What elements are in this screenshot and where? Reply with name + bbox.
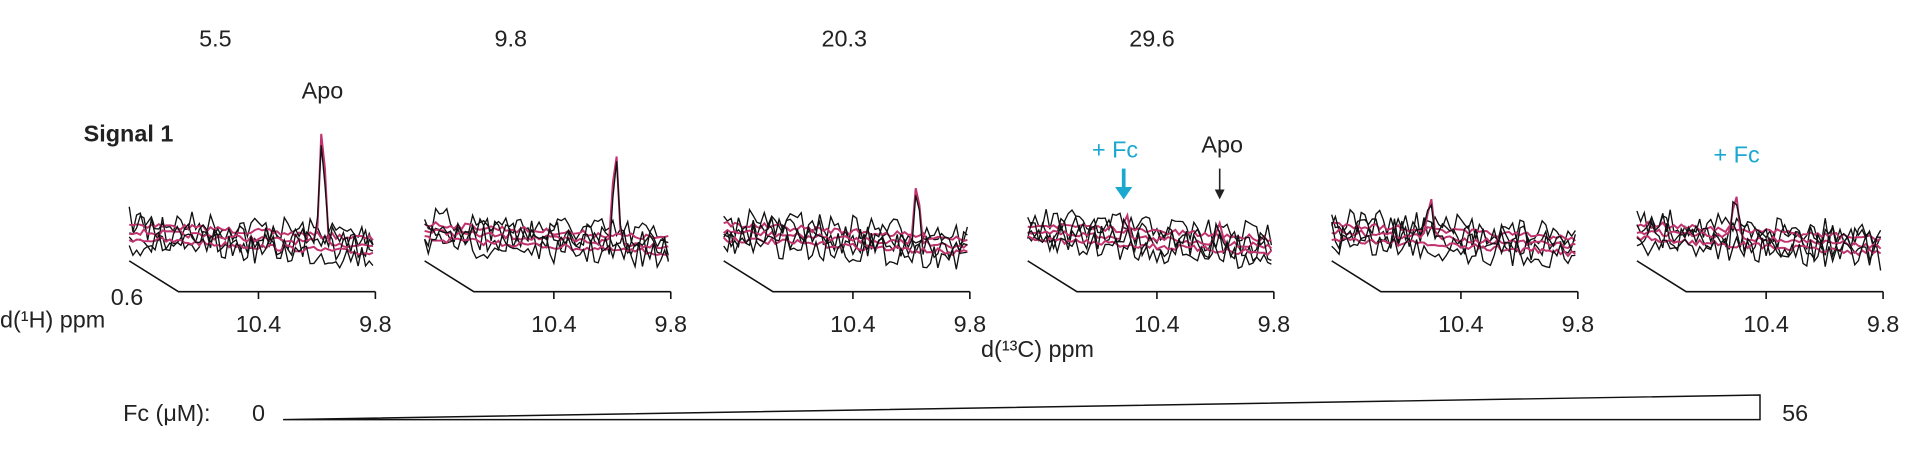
spectrum-trace (1027, 209, 1273, 247)
titration-label: 20.3 (822, 26, 868, 52)
spectrum-trace (128, 236, 374, 256)
y-tick-label: 0.6 (111, 284, 144, 310)
axis (723, 260, 970, 293)
axis (128, 260, 376, 293)
spectrum-trace (1636, 235, 1882, 271)
spectrum-trace (723, 187, 969, 250)
spectrum-trace (128, 206, 374, 246)
spectrum-trace (1027, 214, 1273, 256)
x-tick-label: 9.8 (655, 311, 688, 337)
x-tick-label: 10.4 (830, 311, 876, 337)
spectrum-trace (1027, 212, 1273, 250)
x-tick-label: 9.8 (1258, 311, 1291, 337)
arrow-head (1214, 189, 1225, 200)
spectrum-trace (1331, 214, 1577, 254)
x-tick-label: 9.8 (954, 311, 987, 337)
annotation: Apo (302, 77, 344, 103)
y-axis-label: d(¹H) ppm (0, 306, 105, 332)
x-tick-label: 9.8 (1562, 311, 1595, 337)
spectrum-trace (1636, 200, 1881, 262)
titration-label: 9.8 (495, 26, 528, 52)
annotation: + Fc (1092, 137, 1138, 163)
spectrum-trace (424, 235, 669, 257)
spectrum-trace (1636, 196, 1882, 250)
annotation: Apo (1201, 132, 1243, 158)
x-tick-label: 10.4 (1134, 311, 1180, 337)
axis (1331, 260, 1578, 293)
x-tick-label: 10.4 (236, 311, 282, 337)
x-axis-label: d(¹³C) ppm (981, 336, 1094, 362)
spectrum-trace (1331, 237, 1576, 258)
titration-label: 5.5 (199, 26, 232, 52)
spectrum-trace (423, 229, 669, 270)
gradient-end: 56 (1782, 400, 1808, 426)
concentration-wedge (283, 394, 1761, 421)
spectrum-trace (1027, 235, 1273, 257)
spectrum-trace (1027, 230, 1272, 270)
spectrum-trace (424, 220, 669, 241)
gradient-label: Fc (μM): (123, 400, 210, 426)
titration-label: 29.6 (1129, 26, 1175, 52)
signal-label: Signal 1 (84, 121, 174, 147)
spectrum-trace (128, 145, 374, 262)
spectrum-trace (1331, 221, 1577, 242)
arrow-head (1115, 187, 1133, 200)
spectrum-trace (1636, 220, 1882, 243)
annotation: + Fc (1714, 141, 1760, 167)
x-tick-label: 10.4 (1438, 311, 1484, 337)
spectrum-trace (1331, 234, 1576, 269)
axis (424, 260, 671, 293)
axis (1636, 260, 1884, 293)
x-tick-label: 10.4 (531, 311, 577, 337)
spectrum-trace (129, 223, 374, 242)
gradient-start: 0 (252, 400, 265, 426)
spectrum-trace (723, 231, 968, 270)
axis (1027, 260, 1274, 293)
spectrum-trace (128, 231, 374, 270)
x-tick-label: 10.4 (1743, 311, 1789, 337)
x-tick-label: 9.8 (1867, 311, 1900, 337)
x-tick-label: 9.8 (359, 311, 392, 337)
